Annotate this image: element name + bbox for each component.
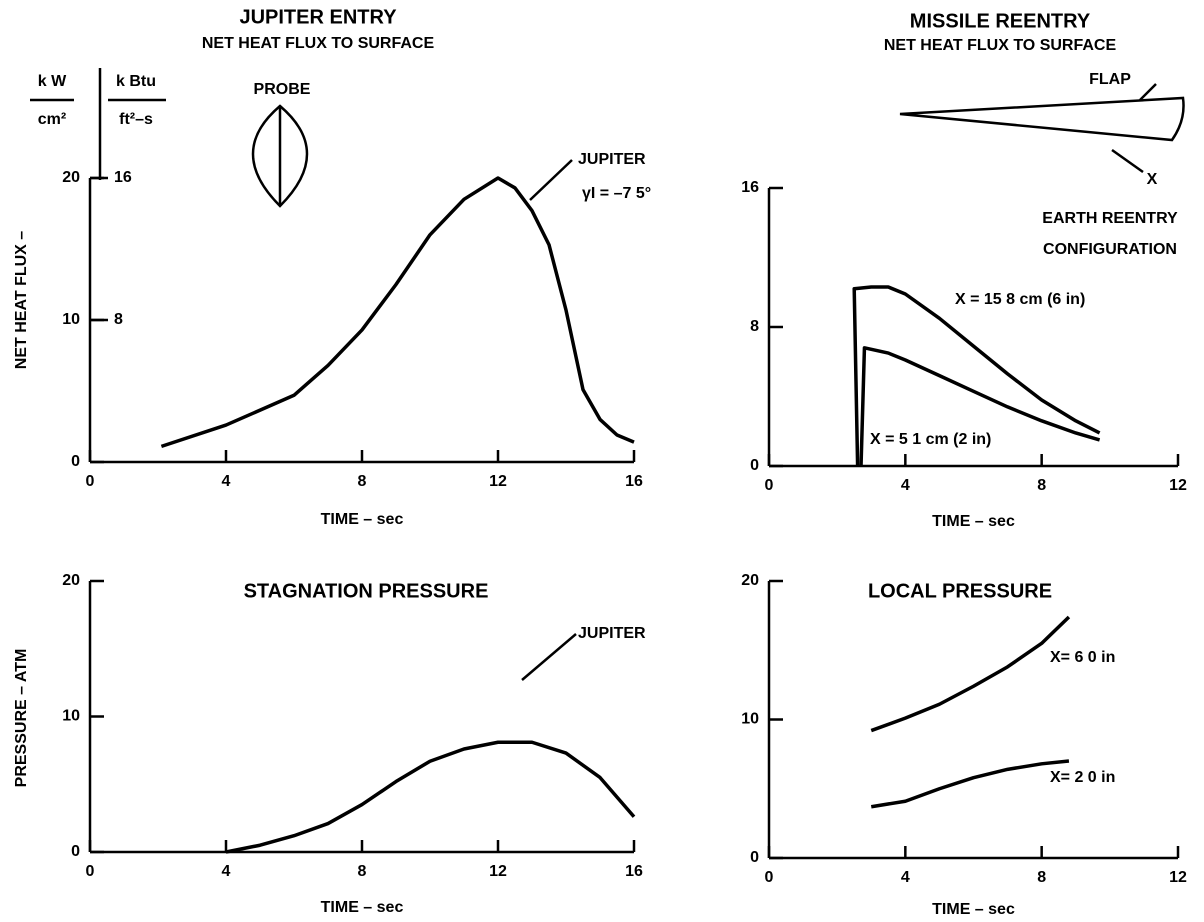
chart-subtitle: NET HEAT FLUX TO SURFACE	[202, 35, 435, 52]
y-tick-label: 16	[741, 179, 759, 196]
x-tick-label: 0	[765, 869, 774, 886]
y2-tick-label: 8	[114, 311, 123, 328]
chart-title: STAGNATION PRESSURE	[244, 580, 489, 602]
annotation: CONFIGURATION	[1043, 241, 1177, 258]
data-line	[225, 740, 636, 854]
data-line	[160, 176, 635, 449]
series-label: X= 6 0 in	[1050, 649, 1115, 666]
x-tick-label: 0	[86, 473, 95, 490]
x-tick-label: 0	[765, 477, 774, 494]
annotation: PROBE	[254, 81, 311, 98]
x-axis-label: TIME – sec	[932, 513, 1015, 530]
x-tick-label: 4	[901, 477, 910, 494]
annotation: JUPITER	[578, 625, 646, 642]
series-label: X = 15 8 cm (6 in)	[955, 291, 1085, 308]
annotation: EARTH REENTRY	[1042, 210, 1178, 227]
x-leader	[1111, 148, 1144, 174]
y2-unit-denominator: ft²–s	[119, 111, 153, 128]
x-tick-label: 12	[489, 863, 507, 880]
y-unit-denominator: cm²	[38, 111, 66, 128]
y2-tick-label: 16	[114, 169, 132, 186]
x-tick-label: 16	[625, 863, 643, 880]
y-tick-label: 10	[62, 311, 80, 328]
annotation: FLAP	[1089, 71, 1131, 88]
x-tick-label: 8	[358, 863, 367, 880]
y2-unit-numerator: k Btu	[116, 73, 156, 90]
y-tick-label: 0	[71, 453, 80, 470]
series-line	[859, 346, 1101, 467]
y-tick-label: 0	[750, 457, 759, 474]
annotation: JUPITER	[578, 151, 646, 168]
chart-title: JUPITER ENTRY	[239, 6, 397, 28]
y-tick-label: 20	[62, 572, 80, 589]
leader-line	[521, 633, 577, 681]
y-axis-label: NET HEAT FLUX –	[13, 231, 30, 369]
y-tick-label: 0	[750, 849, 759, 866]
annotation: γI = –7 5°	[582, 185, 651, 202]
y-axis-label: PRESSURE – ATM	[13, 649, 30, 788]
series-line	[870, 759, 1070, 809]
annotation: X	[1147, 171, 1158, 188]
leader-line	[529, 159, 573, 201]
x-tick-label: 12	[1169, 869, 1187, 886]
series-label: X= 2 0 in	[1050, 769, 1115, 786]
y-tick-label: 0	[71, 843, 80, 860]
series-line	[852, 285, 1101, 467]
x-tick-label: 12	[1169, 477, 1187, 494]
x-tick-label: 12	[489, 473, 507, 490]
x-tick-label: 8	[1037, 869, 1046, 886]
series-line	[870, 615, 1071, 733]
x-axis-label: TIME – sec	[932, 901, 1015, 918]
y-tick-label: 10	[741, 711, 759, 728]
x-tick-label: 4	[222, 473, 231, 490]
flap-leader	[1139, 83, 1157, 101]
chart-title: LOCAL PRESSURE	[868, 580, 1052, 602]
series-label: X = 5 1 cm (2 in)	[870, 431, 991, 448]
x-tick-label: 0	[86, 863, 95, 880]
y-tick-label: 20	[741, 572, 759, 589]
x-tick-label: 4	[222, 863, 231, 880]
y-tick-label: 10	[62, 708, 80, 725]
x-tick-label: 16	[625, 473, 643, 490]
chart-subtitle: NET HEAT FLUX TO SURFACE	[884, 37, 1117, 54]
y-unit-numerator: k W	[38, 73, 67, 90]
x-tick-label: 8	[1037, 477, 1046, 494]
y-tick-label: 8	[750, 318, 759, 335]
x-tick-label: 8	[358, 473, 367, 490]
x-axis-label: TIME – sec	[321, 899, 404, 916]
x-tick-label: 4	[901, 869, 910, 886]
chart-title: MISSILE REENTRY	[910, 10, 1091, 32]
x-axis-label: TIME – sec	[321, 511, 404, 528]
y-tick-label: 20	[62, 169, 80, 186]
missile-sketch	[899, 96, 1185, 142]
